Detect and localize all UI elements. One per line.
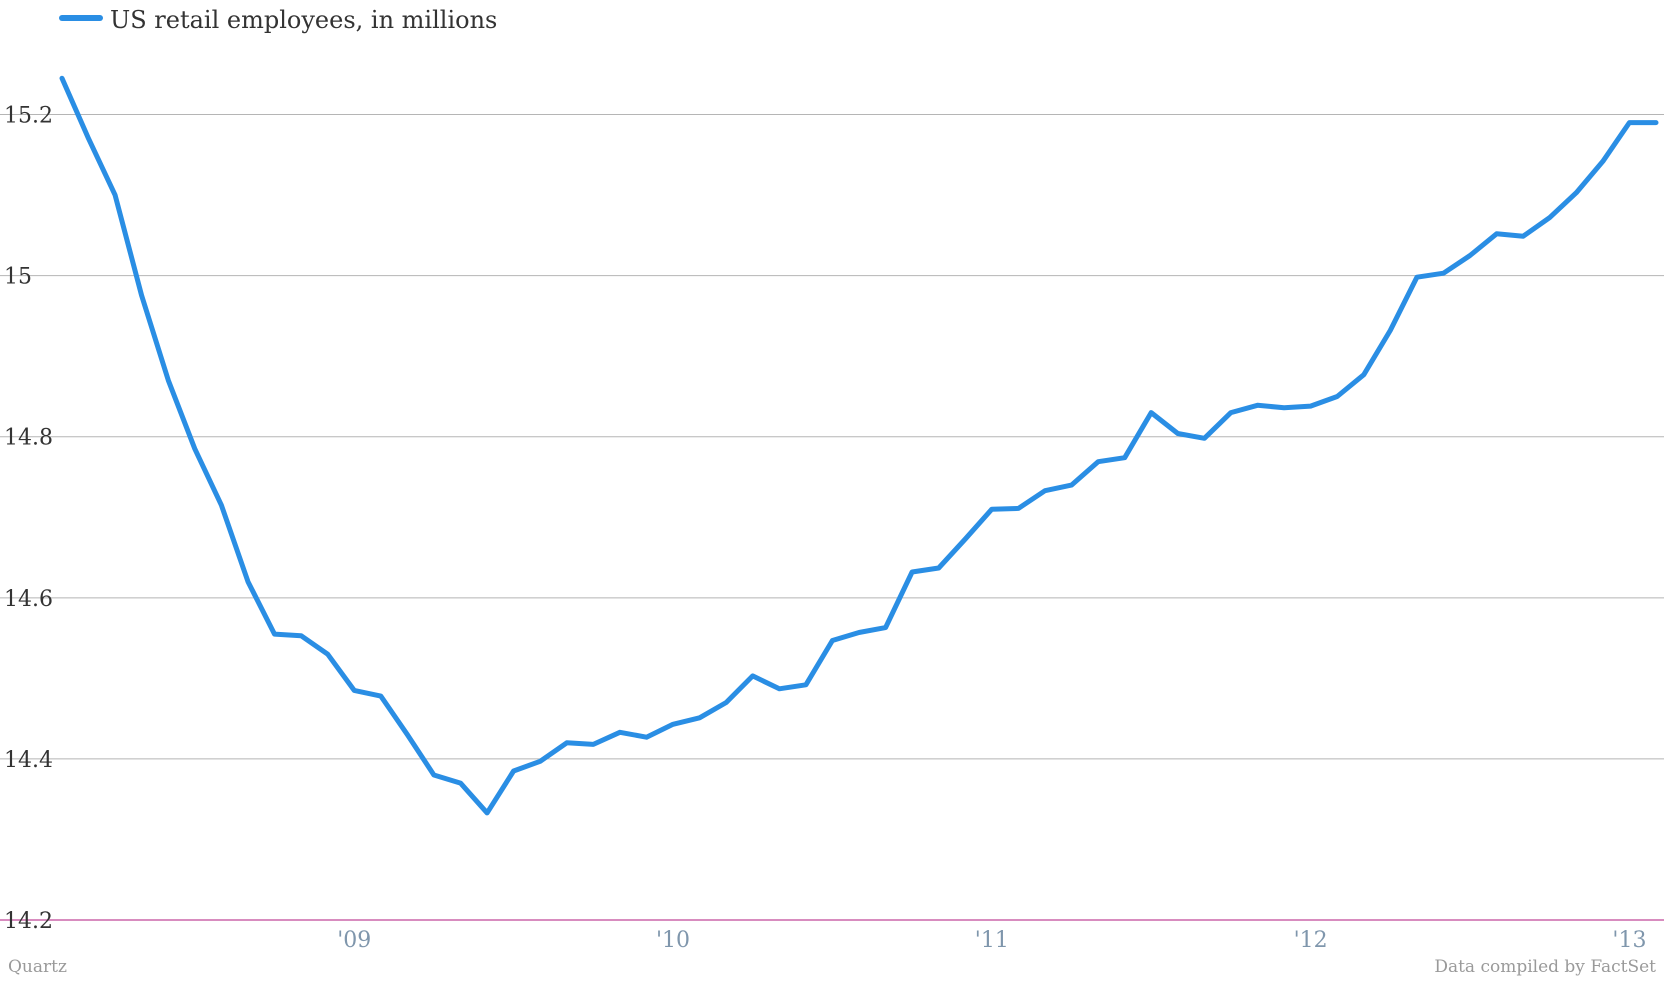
legend-label: US retail employees, in millions: [110, 6, 497, 34]
y-tick-label: 14.2: [4, 909, 53, 934]
x-tick-label: '12: [1294, 928, 1328, 953]
credit-label: Data compiled by FactSet: [1434, 957, 1656, 977]
x-tick-label: '09: [337, 928, 371, 953]
series-layer: [59, 75, 1659, 816]
y-tick-label: 15: [4, 265, 32, 290]
y-tick-label: 14.6: [4, 587, 53, 612]
grid-layer: [0, 114, 1664, 921]
x-tick-label: '13: [1612, 928, 1646, 953]
x-tick-label: '11: [975, 928, 1009, 953]
legend: US retail employees, in millions: [59, 6, 497, 34]
y-axis: 14.2 14.4 14.6 14.8 15 15.2: [4, 104, 53, 934]
y-tick-label: 14.4: [4, 748, 53, 773]
y-tick-label: 14.8: [4, 426, 53, 451]
x-tick-label: '10: [656, 928, 690, 953]
source-label: Quartz: [8, 957, 67, 977]
series-line: [59, 75, 1659, 816]
x-axis: '09 '10 '11 '12 '13: [337, 928, 1646, 953]
y-tick-label: 15.2: [4, 104, 53, 129]
